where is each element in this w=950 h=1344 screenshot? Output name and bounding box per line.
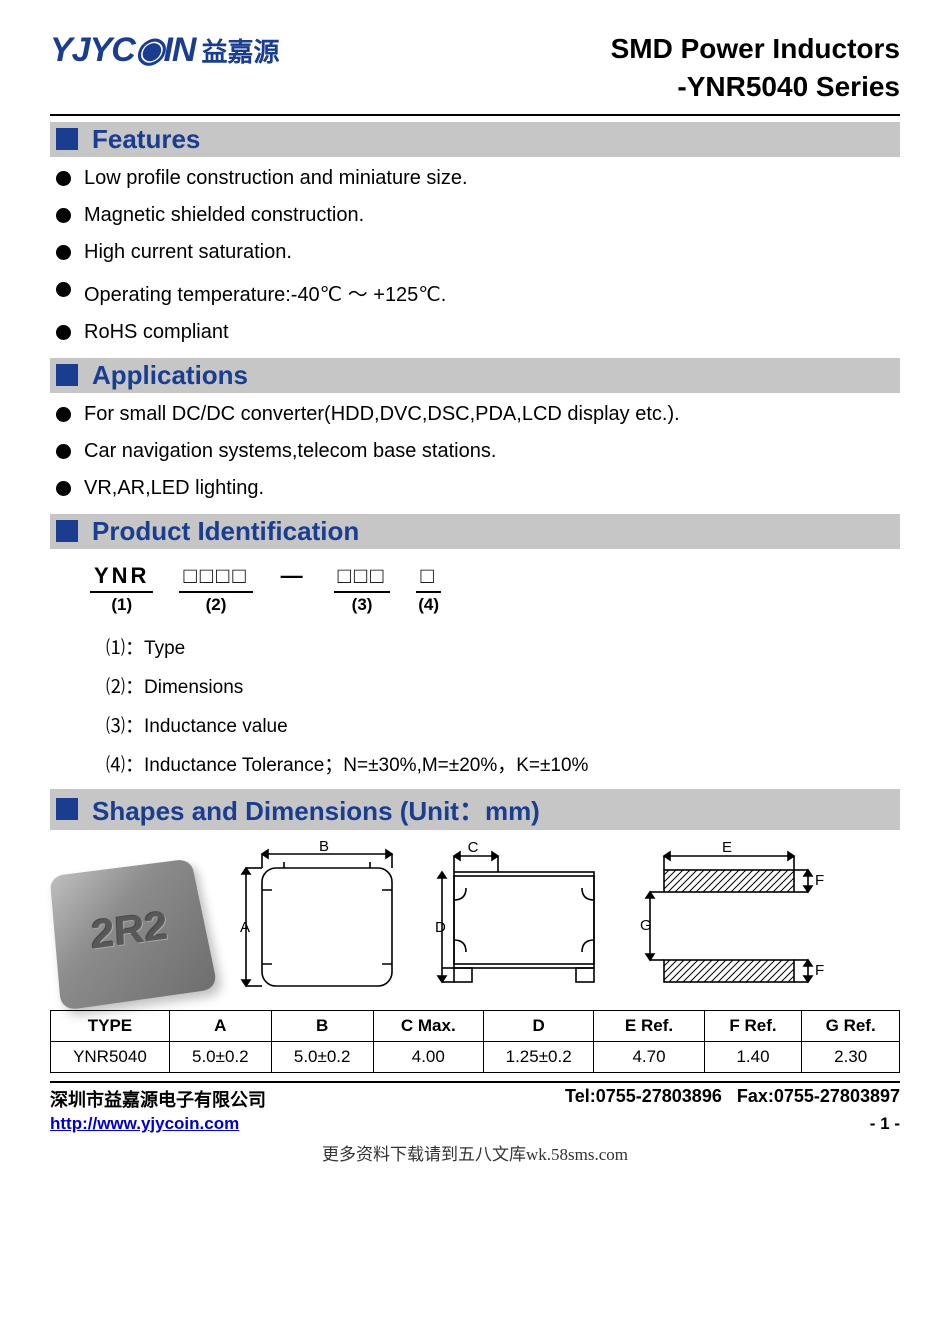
table-header-row: TYPEABC Max.DE Ref.F Ref.G Ref. (51, 1010, 900, 1041)
diagram-top-view: A B (224, 840, 414, 1000)
pid-part-4: □ (4) (416, 563, 440, 615)
footer-page-num: - 1 - (870, 1114, 900, 1134)
component-photo: 2R2 (50, 860, 210, 1000)
footer-line-1: 深圳市益嘉源电子有限公司 Tel:0755-27803896 Fax:0755-… (50, 1086, 900, 1112)
table-cell: 1.40 (704, 1041, 802, 1072)
table-cell: 1.25±0.2 (483, 1041, 593, 1072)
shapes-heading: Shapes and Dimensions (Unit：mm) (50, 789, 900, 830)
pid-legend-item: ⑴：Type (106, 633, 900, 660)
applications-heading: Applications (50, 358, 900, 393)
feature-item: Magnetic shielded construction. (56, 204, 900, 227)
table-row: YNR50405.0±0.25.0±0.24.001.25±0.24.701.4… (51, 1041, 900, 1072)
logo-chinese: 益嘉源 (202, 32, 280, 69)
label-f: F (815, 872, 824, 889)
logo: YJYC◉IN 益嘉源 (50, 30, 280, 70)
shapes-title: Shapes and Dimensions (Unit：mm) (92, 791, 540, 828)
table-cell: 4.00 (373, 1041, 483, 1072)
product-id-legend: ⑴：Type ⑵：Dimensions ⑶：Inductance value ⑷… (106, 633, 900, 777)
header-rule (50, 114, 900, 116)
pid-legend-item: ⑵：Dimensions (106, 672, 900, 699)
section-marker-icon (56, 128, 78, 150)
table-cell: 2.30 (802, 1041, 900, 1072)
table-cell: 4.70 (594, 1041, 704, 1072)
application-item: For small DC/DC converter(HDD,DVC,DSC,PD… (56, 403, 900, 426)
features-title: Features (92, 124, 200, 155)
label-c: C (468, 840, 479, 856)
feature-item: Low profile construction and miniature s… (56, 167, 900, 190)
pid-part-3: □□□ (3) (334, 563, 391, 615)
applications-list: For small DC/DC converter(HDD,DVC,DSC,PD… (50, 403, 900, 500)
feature-item: High current saturation. (56, 241, 900, 264)
dimensions-table: TYPEABC Max.DE Ref.F Ref.G Ref. YNR50405… (50, 1010, 900, 1073)
label-f2: F (815, 962, 824, 979)
diagrams-row: 2R2 A B (50, 840, 900, 1000)
applications-title: Applications (92, 360, 248, 391)
product-id-heading: Product Identification (50, 514, 900, 549)
header: YJYC◉IN 益嘉源 SMD Power Inductors -YNR5040… (50, 30, 900, 106)
product-id-title: Product Identification (92, 516, 359, 547)
table-header-cell: D (483, 1010, 593, 1041)
footer-note: 更多资料下载请到五八文库wk.58sms.com (50, 1140, 900, 1165)
section-marker-icon (56, 798, 78, 820)
table-cell: 5.0±0.2 (271, 1041, 373, 1072)
footer-url-link[interactable]: http://www.yjycoin.com (50, 1114, 239, 1134)
table-header-cell: G Ref. (802, 1010, 900, 1041)
pid-part-2: □□□□ (2) (179, 563, 252, 615)
table-header-cell: C Max. (373, 1010, 483, 1041)
footer-line-2: http://www.yjycoin.com - 1 - (50, 1114, 900, 1134)
table-header-cell: E Ref. (594, 1010, 704, 1041)
features-heading: Features (50, 122, 900, 157)
label-e: E (722, 840, 732, 856)
label-g: G (640, 917, 652, 934)
footer-contacts: Tel:0755-27803896 Fax:0755-27803897 (565, 1086, 900, 1112)
table-cell: YNR5040 (51, 1041, 170, 1072)
features-list: Low profile construction and miniature s… (50, 167, 900, 344)
pid-dash: — (279, 563, 308, 589)
table-header-cell: TYPE (51, 1010, 170, 1041)
label-d: D (435, 919, 446, 936)
table-cell: 5.0±0.2 (169, 1041, 271, 1072)
doc-title-line1: SMD Power Inductors (611, 30, 900, 68)
product-id-scheme: YNR (1) □□□□ (2) — □□□ (3) □ (4) (90, 563, 900, 615)
application-item: VR,AR,LED lighting. (56, 477, 900, 500)
label-a: A (240, 919, 250, 936)
table-header-cell: F Ref. (704, 1010, 802, 1041)
feature-item: Operating temperature:-40℃ ～ +125℃. (56, 278, 900, 307)
section-marker-icon (56, 364, 78, 386)
doc-title-line2: -YNR5040 Series (611, 68, 900, 106)
pid-part-1: YNR (1) (90, 563, 153, 615)
pid-legend-item: ⑷：Inductance Tolerance；N=±30%,M=±20%，K=±… (106, 750, 900, 777)
label-b: B (319, 840, 329, 855)
feature-item: RoHS compliant (56, 321, 900, 344)
table-header-cell: B (271, 1010, 373, 1041)
footer-company: 深圳市益嘉源电子有限公司 (50, 1086, 266, 1112)
section-marker-icon (56, 520, 78, 542)
application-item: Car navigation systems,telecom base stat… (56, 440, 900, 463)
pid-legend-item: ⑶：Inductance value (106, 711, 900, 738)
diagram-side-view: C D (428, 840, 608, 1000)
footer-rule (50, 1081, 900, 1083)
document-title: SMD Power Inductors -YNR5040 Series (611, 30, 900, 106)
diagram-pad-layout: E F F G (622, 840, 832, 1000)
logo-english: YJYC◉IN (50, 30, 196, 70)
table-header-cell: A (169, 1010, 271, 1041)
